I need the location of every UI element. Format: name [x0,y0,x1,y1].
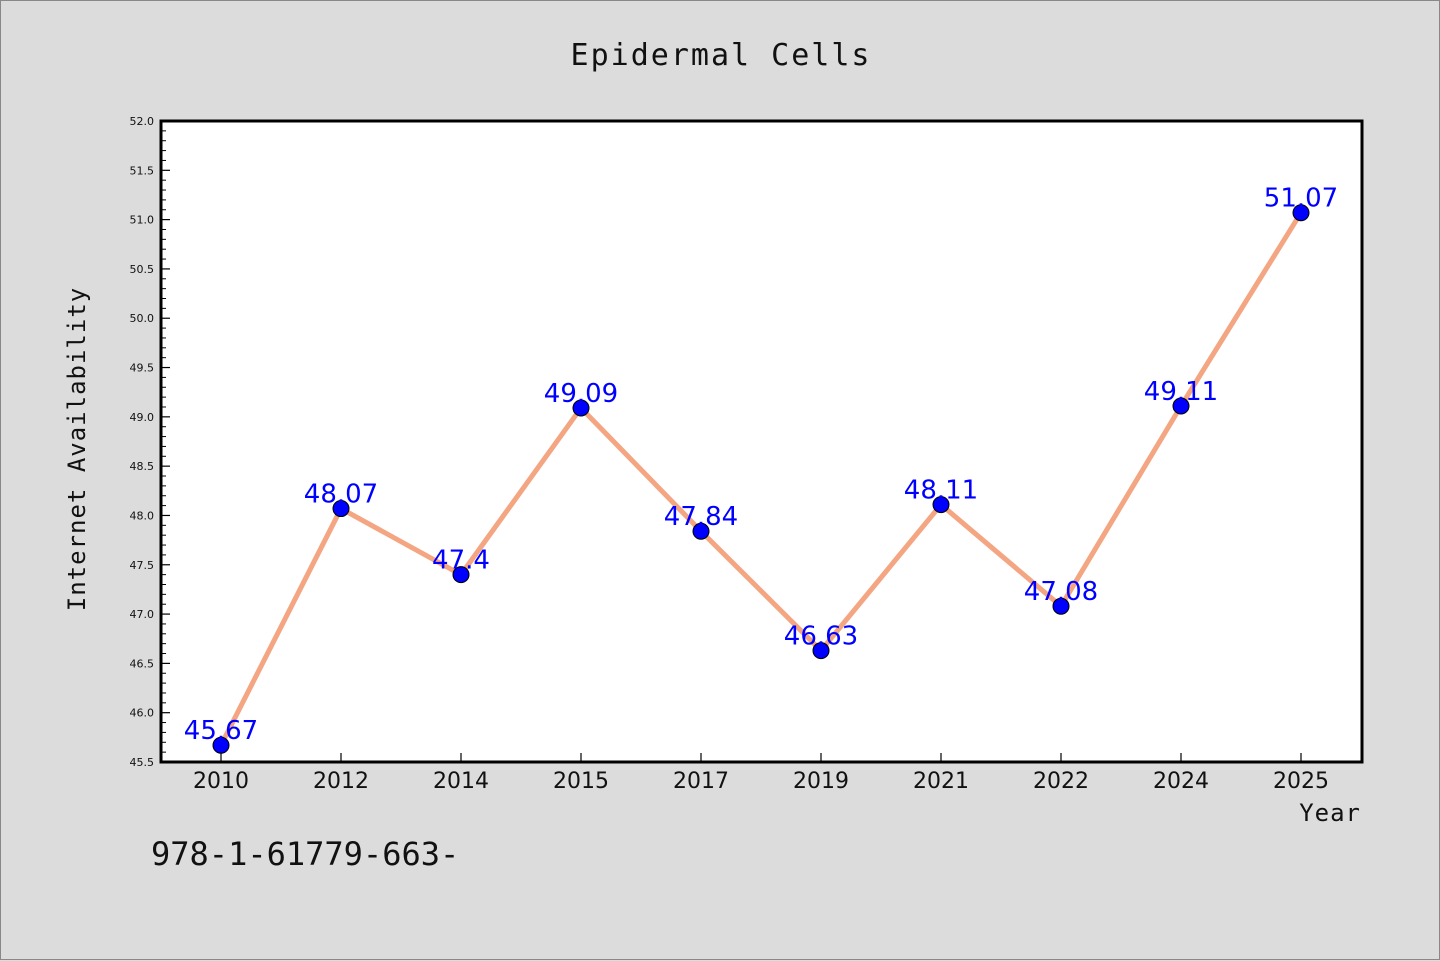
data-label: 48.11 [904,476,978,506]
y-tick-label: 47.5 [130,559,155,572]
y-tick-label: 46.5 [130,657,155,670]
x-tick-label: 2025 [1273,769,1329,794]
x-tick-label: 2014 [433,769,489,794]
data-point [212,736,230,754]
y-tick-label: 49.0 [130,411,155,424]
x-tick-label: 2019 [793,769,849,794]
data-label: 51.07 [1264,184,1338,214]
y-tick-label: 46.0 [130,707,155,720]
y-axis-label: Internet Availability [63,287,91,611]
plot-frame [159,119,1364,764]
data-point [332,500,350,518]
footer-text: 978-1-61779-663- [151,835,459,873]
y-tick-label: 50.5 [130,263,155,276]
y-tick-label: 48.0 [130,509,155,522]
y-tick-label: 48.5 [130,460,155,473]
data-point [1172,397,1190,415]
series-layer: 45.67 48.07 47.4 49.09 47.84 46.63 48.11 47.08 4… [184,184,1338,754]
data-point [812,642,830,660]
x-tick-label: 2017 [673,769,729,794]
y-tick-label: 52.0 [130,115,155,128]
data-label: 47.08 [1024,577,1098,607]
data-label: 49.09 [544,379,618,409]
x-tick-label: 2021 [913,769,969,794]
data-label: 47.84 [664,502,738,532]
data-label: 47.4 [432,546,490,576]
data-label: 48.07 [304,480,378,510]
data-label: 45.67 [184,716,258,746]
y-tick-label: 50.0 [130,312,155,325]
x-tick-label: 2024 [1153,769,1209,794]
y-tick-label: 51.5 [130,164,155,177]
x-tick-label: 2015 [553,769,609,794]
x-tick-label: 2012 [313,769,369,794]
y-tick-label: 47.0 [130,608,155,621]
data-point [1052,597,1070,615]
y-tick-label: 49.5 [130,362,155,375]
x-tick-label: 2010 [193,769,249,794]
data-point [572,399,590,417]
x-axis: 2010 2012 2014 2015 2017 2019 2021 2022 2024 2025 [193,753,1329,794]
chart-title: Epidermal Cells [571,38,872,73]
data-label: 49.11 [1144,377,1218,407]
x-axis-label: Year [1299,799,1361,827]
data-point [452,566,470,584]
data-point [1292,204,1310,222]
data-point [932,496,950,514]
y-tick-label: 45.5 [130,756,155,769]
data-label: 46.63 [784,622,858,652]
data-point [692,522,710,540]
x-tick-label: 2022 [1033,769,1089,794]
plot-area [161,121,1362,762]
series-line [218,210,1304,748]
y-axis: 45.5 46.0 46.5 47.0 47.5 48.0 48.5 49.0 49.5 50.0… [130,115,170,769]
y-tick-label: 51.0 [130,214,155,227]
